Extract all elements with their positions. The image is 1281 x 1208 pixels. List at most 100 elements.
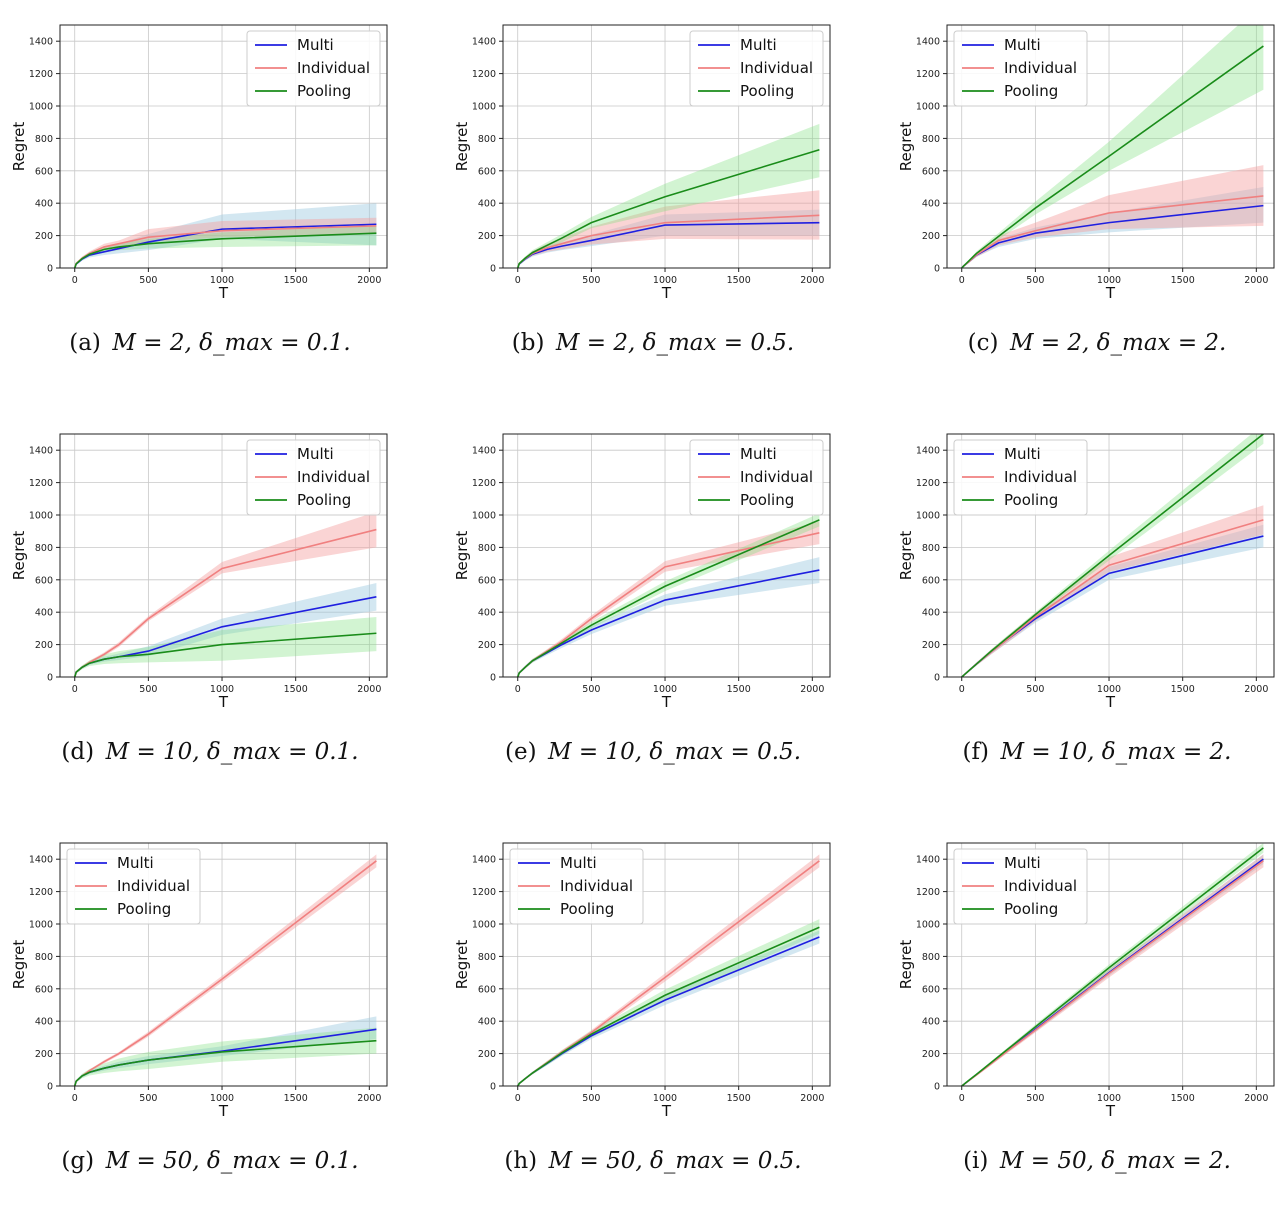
y-tick-label: 800 bbox=[922, 543, 940, 554]
series-line-pooling bbox=[516, 148, 820, 268]
y-tick-label: 1200 bbox=[472, 887, 496, 898]
x-tick-label: 0 bbox=[72, 684, 78, 695]
y-tick-label: 0 bbox=[490, 1082, 496, 1093]
y-tick-label: 1000 bbox=[29, 920, 53, 931]
y-tick-label: 800 bbox=[478, 543, 496, 554]
x-tick-label: 1000 bbox=[1097, 1093, 1121, 1104]
y-tick-label: 200 bbox=[922, 640, 940, 651]
y-tick-label: 1000 bbox=[472, 511, 496, 522]
y-tick-label: 800 bbox=[35, 952, 53, 963]
y-tick-label: 0 bbox=[934, 673, 940, 684]
legend-label-pooling: Pooling bbox=[740, 491, 794, 509]
chart-panel-d: 0 500 1000 1500 2000 0 200 400 600 800 1000 1200 140… bbox=[0, 409, 420, 799]
x-tick-label: 1000 bbox=[653, 684, 677, 695]
y-tick-label: 1200 bbox=[472, 69, 496, 80]
x-tick-label: 500 bbox=[1026, 684, 1044, 695]
confidence-band-individual bbox=[74, 854, 377, 1086]
y-tick-label: 600 bbox=[922, 575, 940, 586]
x-tick-label: 500 bbox=[582, 1093, 600, 1104]
y-tick-label: 600 bbox=[35, 166, 53, 177]
legend-box bbox=[246, 439, 381, 516]
legend-box bbox=[509, 848, 644, 925]
y-tick-label: 1400 bbox=[29, 446, 53, 457]
caption-tag: (h) bbox=[504, 1148, 549, 1174]
x-tick-label: 2000 bbox=[357, 684, 381, 695]
y-tick-label: 1000 bbox=[916, 920, 940, 931]
y-tick-label: 400 bbox=[478, 1017, 496, 1028]
legend-label-individual: Individual bbox=[117, 877, 190, 895]
chart-panel-g: 0 500 1000 1500 2000 0 200 400 600 800 1000 1200 140… bbox=[0, 818, 420, 1208]
y-axis-label: Regret bbox=[453, 531, 471, 581]
x-axis-label: T bbox=[661, 284, 672, 302]
caption: (a) M = 2, δ_max = 0.1. bbox=[0, 330, 420, 356]
legend-label-pooling: Pooling bbox=[1004, 900, 1058, 918]
legend-label-multi: Multi bbox=[297, 445, 334, 463]
caption: (h) M = 50, δ_max = 0.5. bbox=[443, 1148, 863, 1174]
chart-svg: 0 500 1000 1500 2000 0 200 400 600 800 1000 1200 140… bbox=[897, 433, 1275, 711]
x-tick-label: 1000 bbox=[210, 684, 234, 695]
legend: Multi Individual Pooling bbox=[509, 848, 644, 925]
y-tick-label: 400 bbox=[478, 199, 496, 210]
legend: Multi Individual Pooling bbox=[953, 439, 1088, 516]
legend-label-multi: Multi bbox=[1004, 445, 1041, 463]
y-tick-label: 1200 bbox=[916, 478, 940, 489]
plot-frame bbox=[502, 842, 831, 1087]
chart-panel-h: 0 500 1000 1500 2000 0 200 400 600 800 1000 1200 140… bbox=[443, 818, 863, 1208]
confidence-band-multi bbox=[74, 203, 377, 268]
x-tick-label: 1000 bbox=[1097, 684, 1121, 695]
plot-frame bbox=[59, 842, 388, 1087]
legend-label-individual: Individual bbox=[740, 59, 813, 77]
x-axis-label: T bbox=[1105, 693, 1116, 711]
series-line-pooling bbox=[961, 45, 1264, 268]
y-tick-label: 600 bbox=[478, 575, 496, 586]
chart-svg: 0 500 1000 1500 2000 0 200 400 600 800 1000 1200 140… bbox=[10, 433, 388, 711]
x-tick-label: 1500 bbox=[727, 275, 751, 286]
chart-panel-b: 0 500 1000 1500 2000 0 200 400 600 800 1000 1200 140… bbox=[443, 0, 863, 390]
y-tick-label: 1400 bbox=[916, 37, 940, 48]
caption: (d) M = 10, δ_max = 0.1. bbox=[0, 739, 420, 765]
plot-frame bbox=[59, 24, 388, 269]
confidence-band-individual bbox=[517, 521, 820, 677]
x-tick-label: 500 bbox=[582, 684, 600, 695]
y-tick-label: 200 bbox=[35, 231, 53, 242]
confidence-band-individual bbox=[961, 505, 1264, 677]
legend-label-pooling: Pooling bbox=[1004, 82, 1058, 100]
legend-label-pooling: Pooling bbox=[297, 491, 351, 509]
legend: Multi Individual Pooling bbox=[246, 439, 381, 516]
x-axis-label: T bbox=[661, 693, 672, 711]
x-tick-label: 500 bbox=[1026, 1093, 1044, 1104]
y-tick-label: 400 bbox=[922, 608, 940, 619]
y-tick-label: 800 bbox=[922, 952, 940, 963]
caption-math: M = 10, δ_max = 2. bbox=[1000, 739, 1232, 765]
x-tick-label: 500 bbox=[582, 275, 600, 286]
confidence-band-multi bbox=[517, 557, 820, 677]
chart-panel-i: 0 500 1000 1500 2000 0 200 400 600 800 1000 1200 140… bbox=[887, 818, 1281, 1208]
y-tick-label: 200 bbox=[35, 1049, 53, 1060]
caption-math: M = 10, δ_max = 0.1. bbox=[105, 739, 359, 765]
caption-math: M = 10, δ_max = 0.5. bbox=[548, 739, 802, 765]
x-tick-label: 0 bbox=[515, 275, 521, 286]
legend-box bbox=[953, 848, 1088, 925]
series-line-pooling bbox=[516, 519, 820, 677]
legend-label-multi: Multi bbox=[117, 854, 154, 872]
x-axis-label: T bbox=[1105, 284, 1116, 302]
y-tick-label: 600 bbox=[478, 984, 496, 995]
x-tick-label: 2000 bbox=[357, 275, 381, 286]
series-line-pooling bbox=[73, 232, 377, 268]
y-tick-label: 1400 bbox=[29, 37, 53, 48]
series-line-pooling bbox=[961, 434, 1264, 677]
legend-label-multi: Multi bbox=[1004, 36, 1041, 54]
series-line-pooling bbox=[73, 632, 377, 677]
x-tick-label: 500 bbox=[139, 684, 157, 695]
chart-svg: 0 500 1000 1500 2000 0 200 400 600 800 1000 1200 140… bbox=[897, 24, 1275, 302]
y-tick-label: 1400 bbox=[29, 855, 53, 866]
y-tick-label: 0 bbox=[47, 264, 53, 275]
x-tick-label: 0 bbox=[72, 1093, 78, 1104]
y-tick-label: 200 bbox=[478, 231, 496, 242]
y-tick-label: 200 bbox=[922, 1049, 940, 1060]
y-axis-label: Regret bbox=[897, 122, 915, 172]
chart-svg: 0 500 1000 1500 2000 0 200 400 600 800 1000 1200 140… bbox=[453, 24, 831, 302]
x-tick-label: 0 bbox=[515, 684, 521, 695]
x-tick-label: 0 bbox=[959, 684, 965, 695]
y-tick-label: 1000 bbox=[472, 920, 496, 931]
